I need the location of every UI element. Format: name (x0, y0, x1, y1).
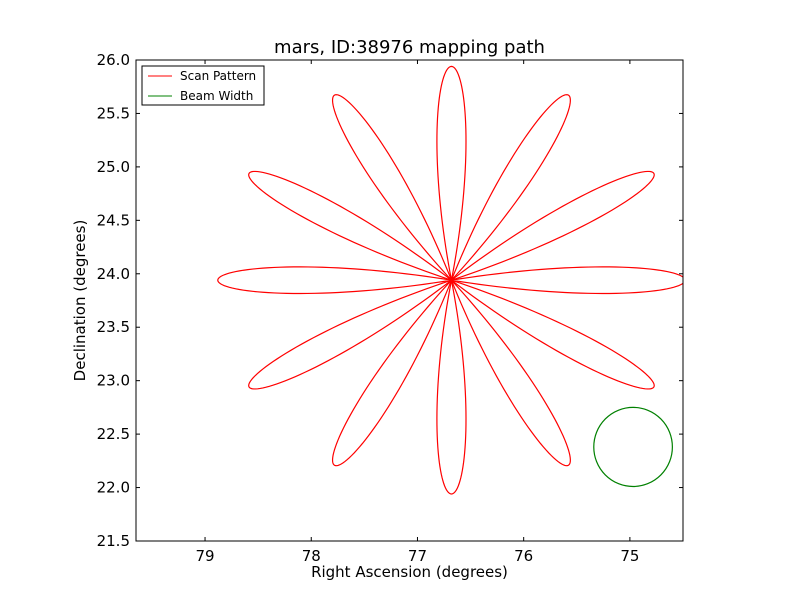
scan-pattern-petal (331, 94, 453, 281)
x-tick-label: 78 (302, 547, 321, 565)
y-tick-label: 22.0 (97, 479, 130, 497)
legend-label-beam-width: Beam Width (180, 89, 253, 103)
x-tick-label: 79 (195, 547, 214, 565)
scan-pattern-petal (248, 170, 452, 281)
scan-pattern-petal (331, 279, 453, 467)
y-tick-label: 26.0 (97, 51, 130, 69)
x-tick-label: 76 (514, 547, 533, 565)
y-tick-label: 22.5 (97, 425, 130, 443)
y-tick-label: 23.0 (97, 372, 130, 390)
axes-frame (135, 59, 684, 542)
x-axis-title: Right Ascension (degrees) (311, 563, 508, 581)
scan-pattern-petal (450, 279, 571, 467)
legend: Scan Pattern Beam Width (141, 65, 265, 106)
scan-pattern-petal (450, 94, 571, 281)
scan-pattern-petal (451, 279, 655, 390)
x-tick-label: 77 (408, 547, 427, 565)
y-tick-label: 23.5 (97, 318, 130, 336)
beam-width-circle (593, 406, 673, 488)
scan-pattern-petal (436, 280, 467, 495)
y-tick-label: 25.0 (97, 158, 130, 176)
scan-pattern-petal (217, 266, 452, 295)
plot-layer (217, 65, 683, 495)
ticks-layer: 79 78 77 76 75 21.5 22.0 22.5 23.0 23.5 24.0 24.5 25… (97, 51, 683, 565)
scan-pattern-petal (436, 65, 467, 281)
y-tick-label: 24.5 (97, 211, 130, 229)
chart-title: mars, ID:38976 mapping path (274, 37, 545, 58)
legend-box (141, 65, 265, 106)
scan-pattern-petal (451, 170, 655, 281)
scan-pattern-petal (248, 279, 452, 390)
scan-pattern-petal (451, 266, 683, 295)
y-tick-label: 24.0 (97, 265, 130, 283)
legend-label-scan-pattern: Scan Pattern (180, 69, 256, 83)
y-axis-title: Declination (degrees) (71, 220, 89, 382)
y-tick-label: 25.5 (97, 104, 130, 122)
y-tick-label: 21.5 (97, 532, 130, 550)
x-tick-label: 75 (620, 547, 639, 565)
